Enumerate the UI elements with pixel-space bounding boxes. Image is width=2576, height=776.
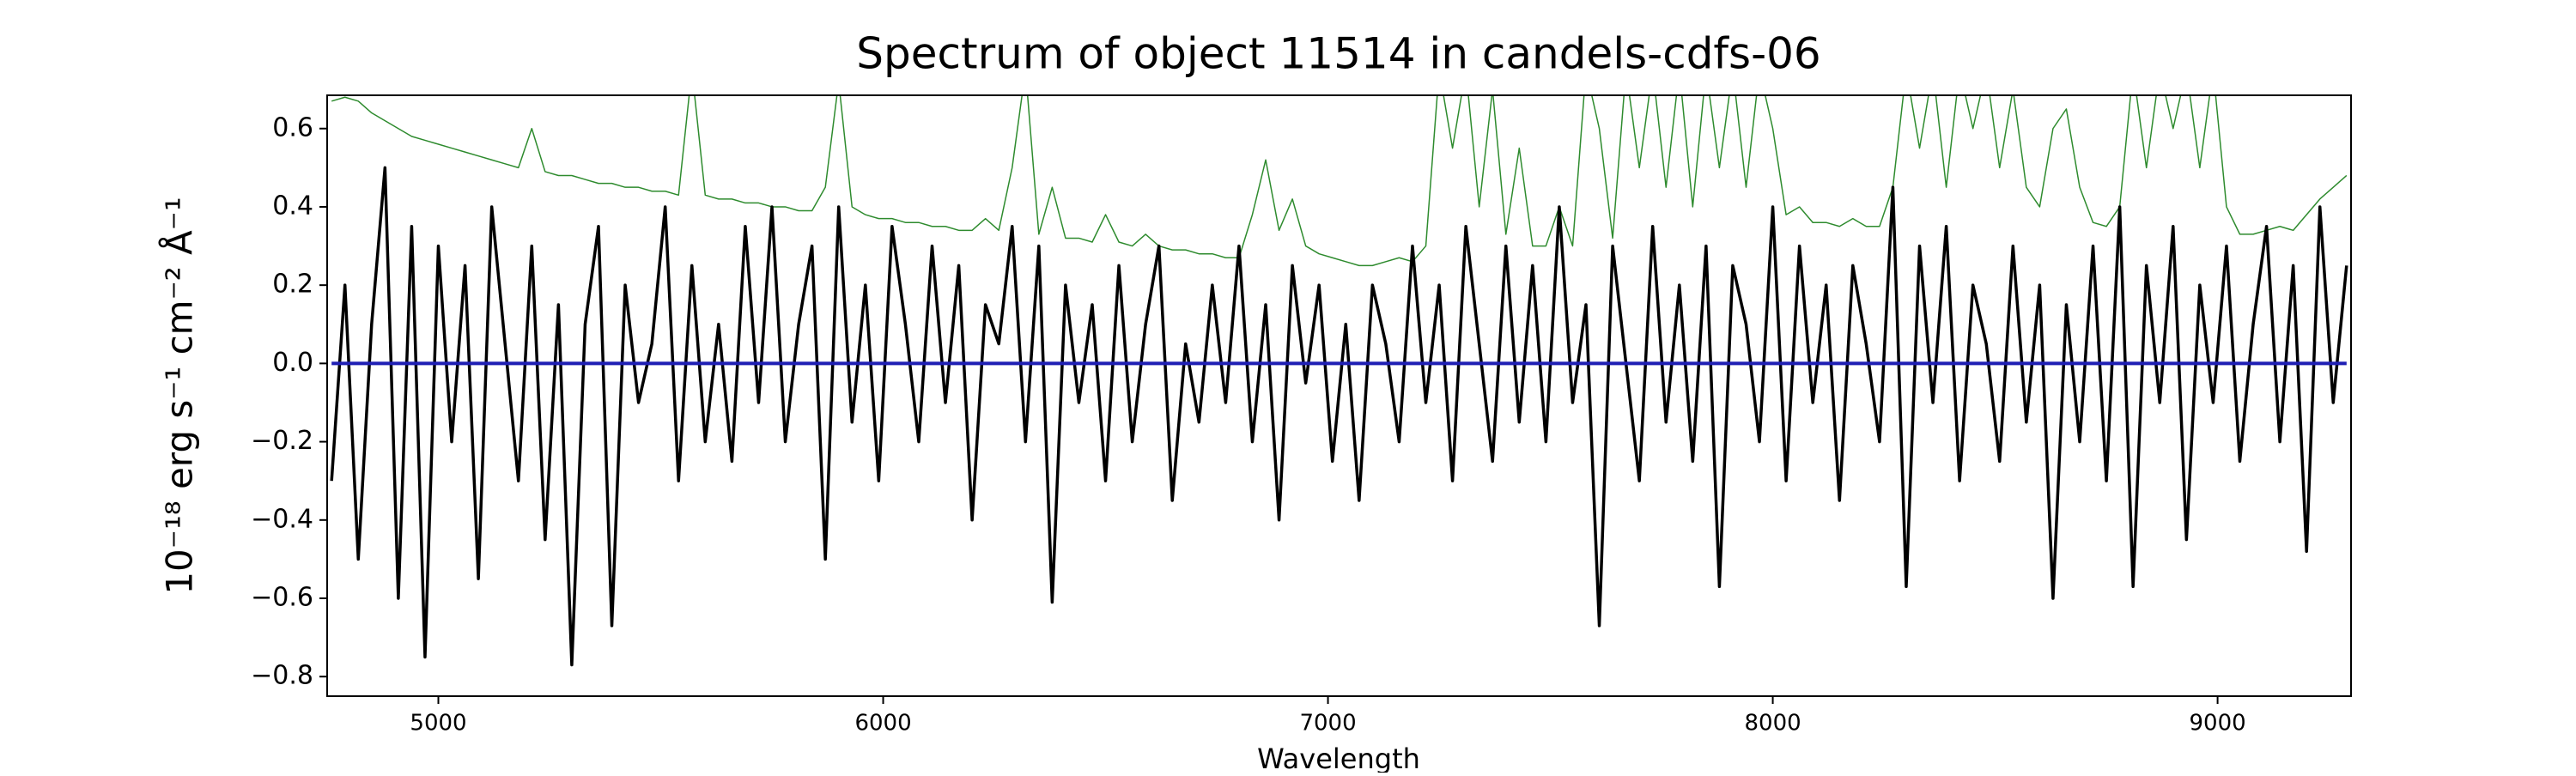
- y-axis-label: 10⁻¹⁸ erg s⁻¹ cm⁻² Å⁻¹: [158, 197, 201, 594]
- plot-frame: [326, 94, 2352, 697]
- x-tick-label: 8000: [1744, 711, 1801, 737]
- x-axis-label: Wavelength: [1257, 743, 1420, 773]
- series-line: [330, 166, 2348, 667]
- y-tick-label: −0.2: [251, 426, 313, 456]
- x-tick-label: 7000: [1299, 711, 1356, 737]
- chart-title: Spectrum of object 11514 in candels-cdfs…: [856, 29, 1821, 79]
- plot-area: [330, 95, 2348, 667]
- y-tick-label: −0.6: [251, 582, 313, 612]
- y-tick-label: 0.4: [272, 191, 313, 221]
- series-line: [331, 95, 2348, 267]
- y-tick-label: −0.8: [251, 661, 313, 691]
- y-tick-label: 0.2: [272, 270, 313, 300]
- x-tick-label: 9000: [2190, 711, 2246, 737]
- y-tick-label: 0.0: [272, 348, 313, 378]
- y-tick-label: 0.6: [272, 112, 313, 142]
- x-tick-label: 5000: [410, 711, 466, 737]
- x-tick-label: 6000: [854, 711, 911, 737]
- y-tick-label: −0.4: [251, 504, 313, 534]
